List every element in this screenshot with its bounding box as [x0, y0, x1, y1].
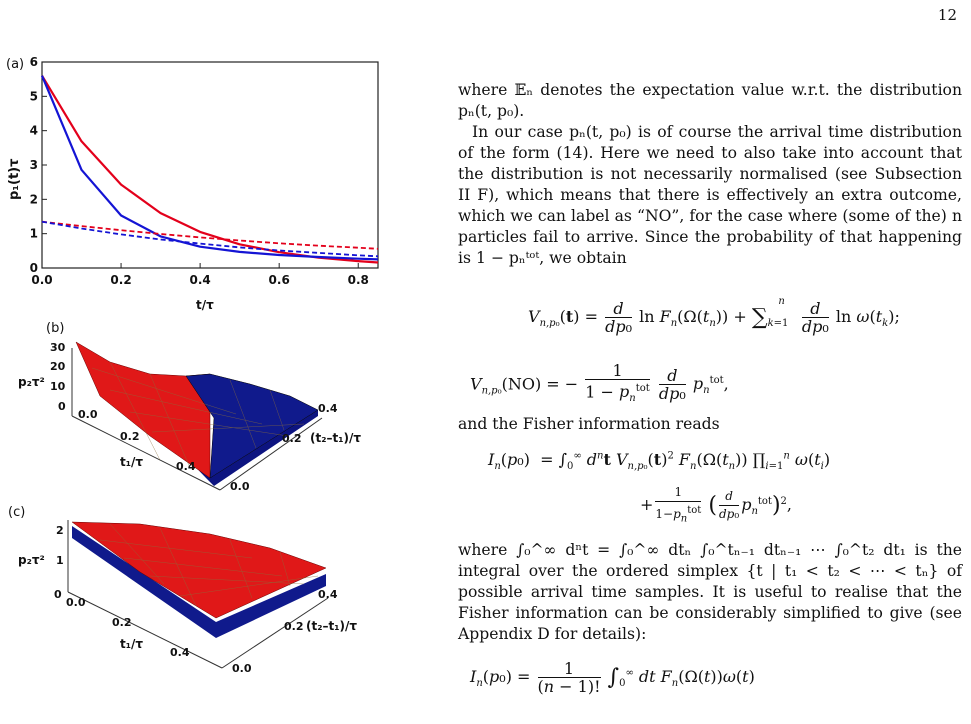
- y-tick-label: 4: [30, 124, 38, 138]
- panel-b-axis2-tick: 0.0: [230, 480, 250, 493]
- panel-c-surface-red: [71, 521, 327, 619]
- panel-a-frame: [41, 61, 379, 269]
- text-simplex: where ∫₀^∞ dⁿt = ∫₀^∞ dtₙ ∫₀^tₙ₋₁ dtₙ₋₁ …: [458, 540, 962, 645]
- panel-b-ztick: 10: [50, 380, 66, 393]
- panel-b-axis2-tick: 0.4: [318, 402, 338, 415]
- x-tick-label: 0.8: [348, 273, 369, 287]
- x-tick-label: 0.2: [110, 273, 131, 287]
- panel-b-surface-side: [76, 342, 318, 486]
- panel-b-axis1-tick: 0.2: [120, 430, 140, 443]
- equation-V-t: Vn,p₀(t) = d dp₀ ln Fn(Ω(tn)) + ∑k=1n d dp…: [528, 295, 900, 336]
- series-line-0: [41, 75, 379, 264]
- figure-panel-b: (b) 0 10 20 30 p₂τ² 0.0 0.2 0.4 t₁/τ 0.0…: [18, 321, 361, 493]
- panel-a-series: [40, 75, 379, 264]
- panel-c-label: (c): [8, 505, 25, 520]
- paragraph-simplex: where ∫₀^∞ dⁿt = ∫₀^∞ dtₙ ∫₀^tₙ₋₁ dtₙ₋₁ …: [458, 541, 962, 643]
- panel-a-y-ticks: 0 1 2 3 4 5 6: [30, 55, 47, 275]
- panel-c-surface-side: [72, 526, 326, 638]
- series-line-3: [41, 220, 379, 258]
- panel-a-label: (a): [6, 57, 24, 72]
- y-tick-label: 3: [30, 158, 38, 172]
- panel-a-xlabel: t/τ: [196, 298, 214, 312]
- panel-b-label: (b): [46, 321, 64, 336]
- panel-c-axis1-label: t₁/τ: [120, 637, 143, 651]
- x-tick-label: 0.4: [189, 273, 210, 287]
- series-line-1: [40, 75, 379, 261]
- panel-b-surface-blue: [185, 373, 319, 479]
- panel-b-axis1-label: t₁/τ: [120, 455, 143, 469]
- y-tick-label: 5: [30, 89, 38, 103]
- panel-b-ztick: 30: [50, 341, 66, 354]
- x-tick-label: 0.6: [269, 273, 290, 287]
- y-tick-label: 1: [30, 227, 38, 241]
- panel-c-axis1-tick: 0.2: [112, 616, 132, 629]
- x-tick-label: 0.0: [31, 273, 52, 287]
- panel-b-ztick: 0: [58, 400, 66, 413]
- series-line-2: [41, 220, 379, 250]
- y-tick-label: 0: [30, 261, 38, 275]
- panel-b-ztick: 20: [50, 360, 66, 373]
- panel-c-ztick: 1: [56, 554, 64, 567]
- panel-b-zlabel: p₂τ²: [18, 375, 45, 389]
- panel-b-axis2-tick: 0.2: [282, 432, 302, 445]
- panel-b-axis1-tick: 0.4: [176, 460, 196, 473]
- panel-c-axis2-tick: 0.0: [232, 662, 252, 675]
- panel-a-x-ticks: 0.0 0.2 0.4 0.6 0.8: [31, 263, 369, 287]
- panel-c-axis1-tick: 0.0: [66, 596, 86, 609]
- panel-c-ztick: 2: [56, 524, 64, 537]
- panel-c-axis2-tick: 0.4: [318, 588, 338, 601]
- page-number: 12: [937, 6, 957, 24]
- figure-panel-a: (a) 0 1 2 3 4 5 6 0.0 0.2 0.4 0.6 0.8 p₁(t)τ t/τ: [6, 55, 379, 312]
- equation-fisher-2: +1 1−pntot (d dp₀ pntot)2,: [640, 485, 793, 525]
- text-fisher-intro: and the Fisher information reads: [458, 414, 962, 435]
- panel-b-axis1-tick: 0.0: [78, 408, 98, 421]
- panel-a-ylabel: p₁(t)τ: [7, 159, 22, 200]
- panel-b-axis2-label: (t₂–t₁)/τ: [310, 431, 361, 445]
- y-tick-label: 2: [30, 192, 38, 206]
- paragraph-arrival-distribution: In our case pₙ(t, p₀) is of course the a…: [458, 123, 962, 267]
- paragraph-fisher: and the Fisher information reads: [458, 415, 720, 433]
- panel-c-axis1-tick: 0.4: [170, 646, 190, 659]
- y-tick-label: 6: [30, 55, 38, 69]
- panel-c-axis2-label: (t₂–t₁)/τ: [306, 619, 357, 633]
- text-column: where 𝔼ₙ denotes the expectation value w…: [458, 80, 962, 269]
- paragraph-expectation: where 𝔼ₙ denotes the expectation value w…: [458, 81, 962, 120]
- figure-panel-c: (c) 0 1 2 p₂τ² 0.0 0.2 0.4 t₁/τ 0.0 0.2 …: [8, 505, 357, 675]
- panel-c-ztick: 0: [54, 588, 62, 601]
- panel-c-zlabel: p₂τ²: [18, 553, 45, 567]
- equation-fisher-1: In(p₀) = ∫0∞ dnt Vn,p₀(t)2 Fn(Ω(tn)) ∏i=…: [488, 450, 831, 473]
- panel-c-axis2-tick: 0.2: [284, 620, 304, 633]
- equation-fisher-simplified: In(p₀) = 1 (n − 1)! ∫0∞ dt Fn(Ω(t))ω(t): [470, 659, 755, 696]
